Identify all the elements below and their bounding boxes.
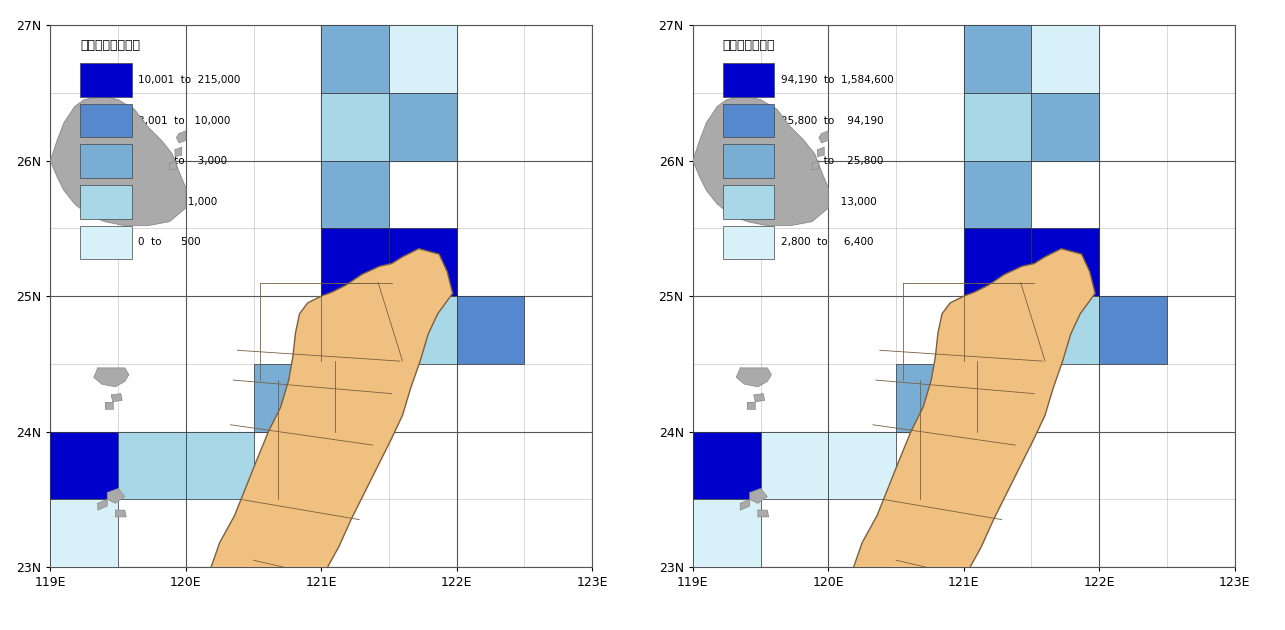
Polygon shape [740,500,749,510]
Text: 6,400  to    13,000: 6,400 to 13,000 [780,197,876,207]
Text: 3,001  to   10,000: 3,001 to 10,000 [137,115,230,125]
Bar [964,229,1032,296]
Bar [896,364,964,432]
Polygon shape [94,368,128,387]
FancyBboxPatch shape [80,144,131,178]
Bar [253,364,321,432]
Text: 總漁獲量（公斤）: 總漁獲量（公斤） [80,39,140,52]
Bar [1099,296,1167,364]
Bar [50,499,118,567]
Polygon shape [817,147,824,157]
Bar [829,432,896,500]
Bar [1032,296,1099,364]
Text: 94,190  to  1,584,600: 94,190 to 1,584,600 [780,75,893,85]
Bar [1032,229,1099,296]
Bar [321,161,389,229]
Text: 25,800  to    94,190: 25,800 to 94,190 [780,115,883,125]
Bar [321,296,389,364]
Bar [389,93,456,161]
FancyBboxPatch shape [80,63,131,97]
Polygon shape [819,131,829,143]
Bar [186,432,253,500]
Bar [389,229,456,296]
Text: 0  to      500: 0 to 500 [137,238,200,248]
Bar [1032,93,1099,161]
FancyBboxPatch shape [80,185,131,219]
Polygon shape [747,402,756,408]
Bar [389,296,456,364]
Bar [321,25,389,93]
Text: 13,000  to    25,800: 13,000 to 25,800 [780,156,883,166]
Bar [964,296,1032,364]
FancyBboxPatch shape [722,144,774,178]
Polygon shape [112,394,122,402]
Polygon shape [170,161,176,170]
Polygon shape [186,249,452,630]
Bar [1032,25,1099,93]
Text: 2,800  to     6,400: 2,800 to 6,400 [780,238,873,248]
Polygon shape [107,488,125,503]
Text: 1,001  to    3,000: 1,001 to 3,000 [137,156,227,166]
Polygon shape [736,368,771,387]
Polygon shape [98,500,107,510]
Polygon shape [693,96,829,226]
Bar [964,93,1032,161]
FancyBboxPatch shape [80,104,131,137]
Polygon shape [829,249,1095,630]
Polygon shape [104,402,113,408]
Bar [321,93,389,161]
Polygon shape [812,161,819,170]
Text: 10,001  to  215,000: 10,001 to 215,000 [137,75,240,85]
Bar [693,499,761,567]
Polygon shape [754,394,765,402]
FancyBboxPatch shape [80,226,131,260]
Bar [118,432,186,500]
Bar [964,25,1032,93]
FancyBboxPatch shape [722,63,774,97]
FancyBboxPatch shape [722,104,774,137]
Polygon shape [116,510,126,517]
Polygon shape [749,488,767,503]
Text: 總投籠數（個）: 總投籠數（個） [722,39,775,52]
Bar [389,25,456,93]
Polygon shape [175,147,181,157]
Polygon shape [758,510,768,517]
Bar [321,229,389,296]
Bar [693,432,761,500]
Bar [456,296,524,364]
FancyBboxPatch shape [722,226,774,260]
Bar [761,432,829,500]
FancyBboxPatch shape [722,185,774,219]
Bar [964,161,1032,229]
Polygon shape [176,131,186,143]
Bar [50,432,118,500]
Polygon shape [50,96,186,226]
Text: 501  to    1,000: 501 to 1,000 [137,197,217,207]
